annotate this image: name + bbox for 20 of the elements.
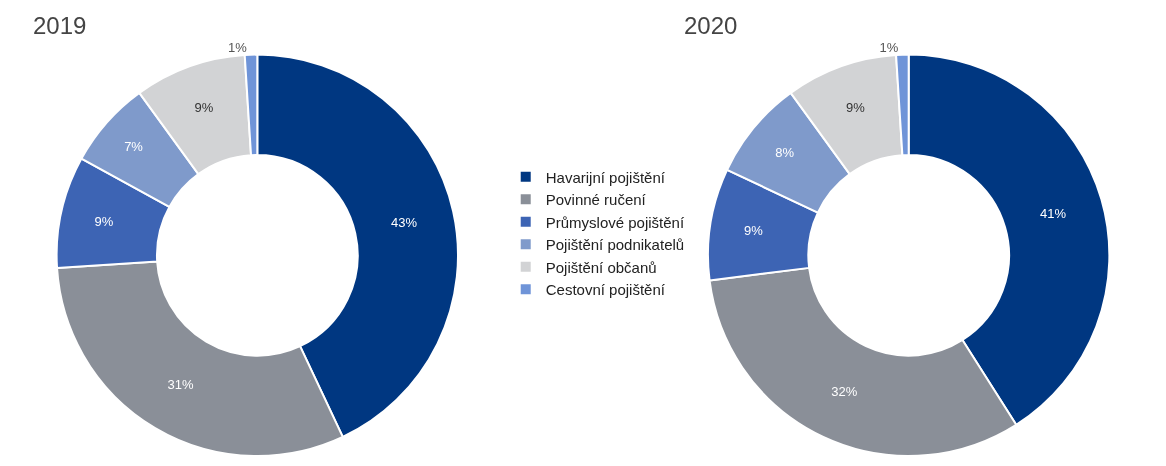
data-label: 43%	[390, 214, 418, 230]
legend-label: Cestovní pojištění	[545, 281, 666, 299]
data-label: 1%	[228, 39, 248, 55]
data-label: 9%	[845, 100, 866, 116]
data-label: 9%	[194, 100, 214, 116]
legend-label: Pojištění občanů	[545, 258, 657, 276]
data-label: 31%	[167, 377, 194, 393]
legend-label: Pojištění podnikatelů	[545, 236, 685, 254]
chart-title: 2020	[684, 12, 738, 39]
legend-label: Havarijní pojištění	[545, 168, 666, 186]
data-label: 32%	[831, 384, 858, 399]
data-label: 9%	[94, 213, 114, 229]
data-label: 41%	[1040, 205, 1067, 221]
data-label: 9%	[744, 223, 764, 239]
data-label: 1%	[879, 39, 899, 55]
legend-label: Povinné ručení	[545, 191, 647, 209]
chart-title: 2019	[33, 12, 87, 39]
data-label: 8%	[775, 145, 795, 161]
legend-label: Průmyslové pojištění	[545, 213, 685, 231]
data-label: 7%	[124, 138, 144, 154]
